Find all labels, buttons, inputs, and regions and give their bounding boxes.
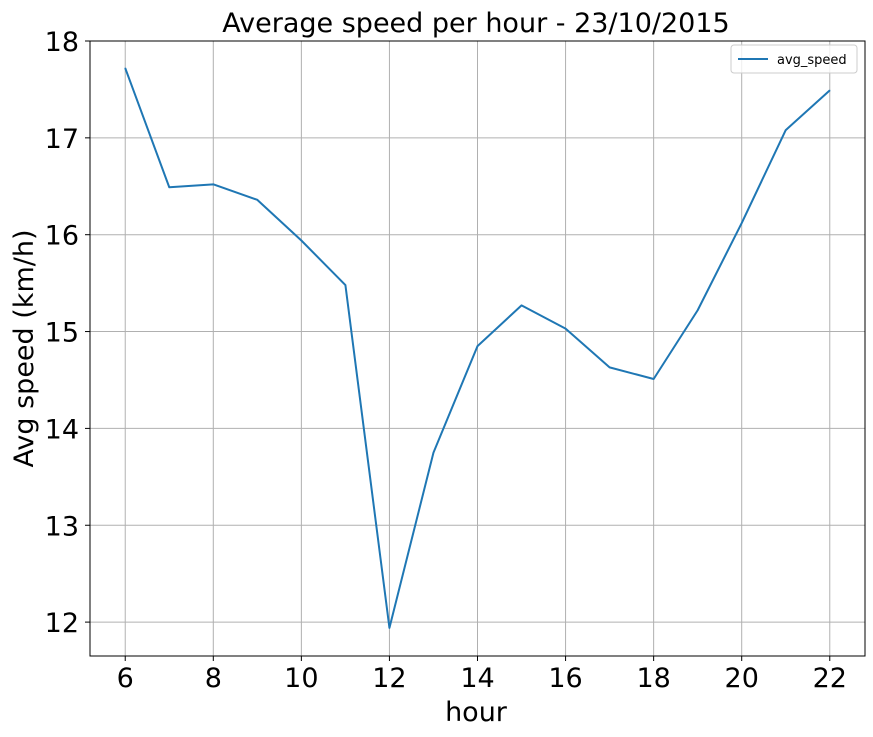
data-point xyxy=(785,129,787,131)
plot-frame xyxy=(89,40,866,657)
x-tick-label: 8 xyxy=(205,663,222,694)
x-axis-label: hour xyxy=(445,697,508,728)
legend-label-avg-speed: avg_speed xyxy=(777,53,847,68)
x-tick-label: 12 xyxy=(372,663,406,694)
chart-title: Average speed per hour - 23/10/2015 xyxy=(222,8,729,39)
x-tick-label: 22 xyxy=(813,663,847,694)
x-tick-label: 6 xyxy=(117,663,134,694)
data-point xyxy=(124,67,126,69)
x-tick-label: 16 xyxy=(548,663,582,694)
y-tick-label: 13 xyxy=(45,511,79,542)
x-tick-label: 20 xyxy=(725,663,759,694)
data-point xyxy=(256,199,258,201)
grid xyxy=(90,40,865,656)
data-point xyxy=(653,378,655,380)
data-point xyxy=(168,186,170,188)
data-point xyxy=(432,452,435,454)
y-tick-label: 15 xyxy=(45,318,79,349)
y-axis-label: Avg speed (km/h) xyxy=(9,230,40,468)
y-tick-label: 16 xyxy=(45,221,79,252)
legend-box xyxy=(730,44,858,74)
legend: avg_speed xyxy=(730,44,858,74)
y-tick-label: 14 xyxy=(45,414,79,445)
tick-labels: 6 8 10 12 14 16 18 20 22 12 13 14 15 16 17 18 xyxy=(45,27,847,694)
y-tick-label: 12 xyxy=(45,608,79,639)
data-point xyxy=(520,304,523,307)
tick-marks xyxy=(85,40,831,661)
series-layer xyxy=(124,67,831,629)
data-point xyxy=(564,328,567,330)
x-tick-label: 10 xyxy=(284,663,318,694)
data-point xyxy=(212,183,214,185)
x-tick-label: 18 xyxy=(636,663,670,694)
data-point xyxy=(829,89,831,91)
data-point xyxy=(476,345,479,347)
data-point xyxy=(697,309,699,311)
y-tick-label: 18 xyxy=(45,27,79,58)
data-point xyxy=(300,239,302,242)
data-point xyxy=(609,366,611,368)
data-point xyxy=(344,284,346,286)
y-tick-label: 17 xyxy=(45,124,79,155)
x-tick-label: 14 xyxy=(460,663,494,694)
data-point xyxy=(741,222,743,224)
data-point xyxy=(388,627,391,629)
